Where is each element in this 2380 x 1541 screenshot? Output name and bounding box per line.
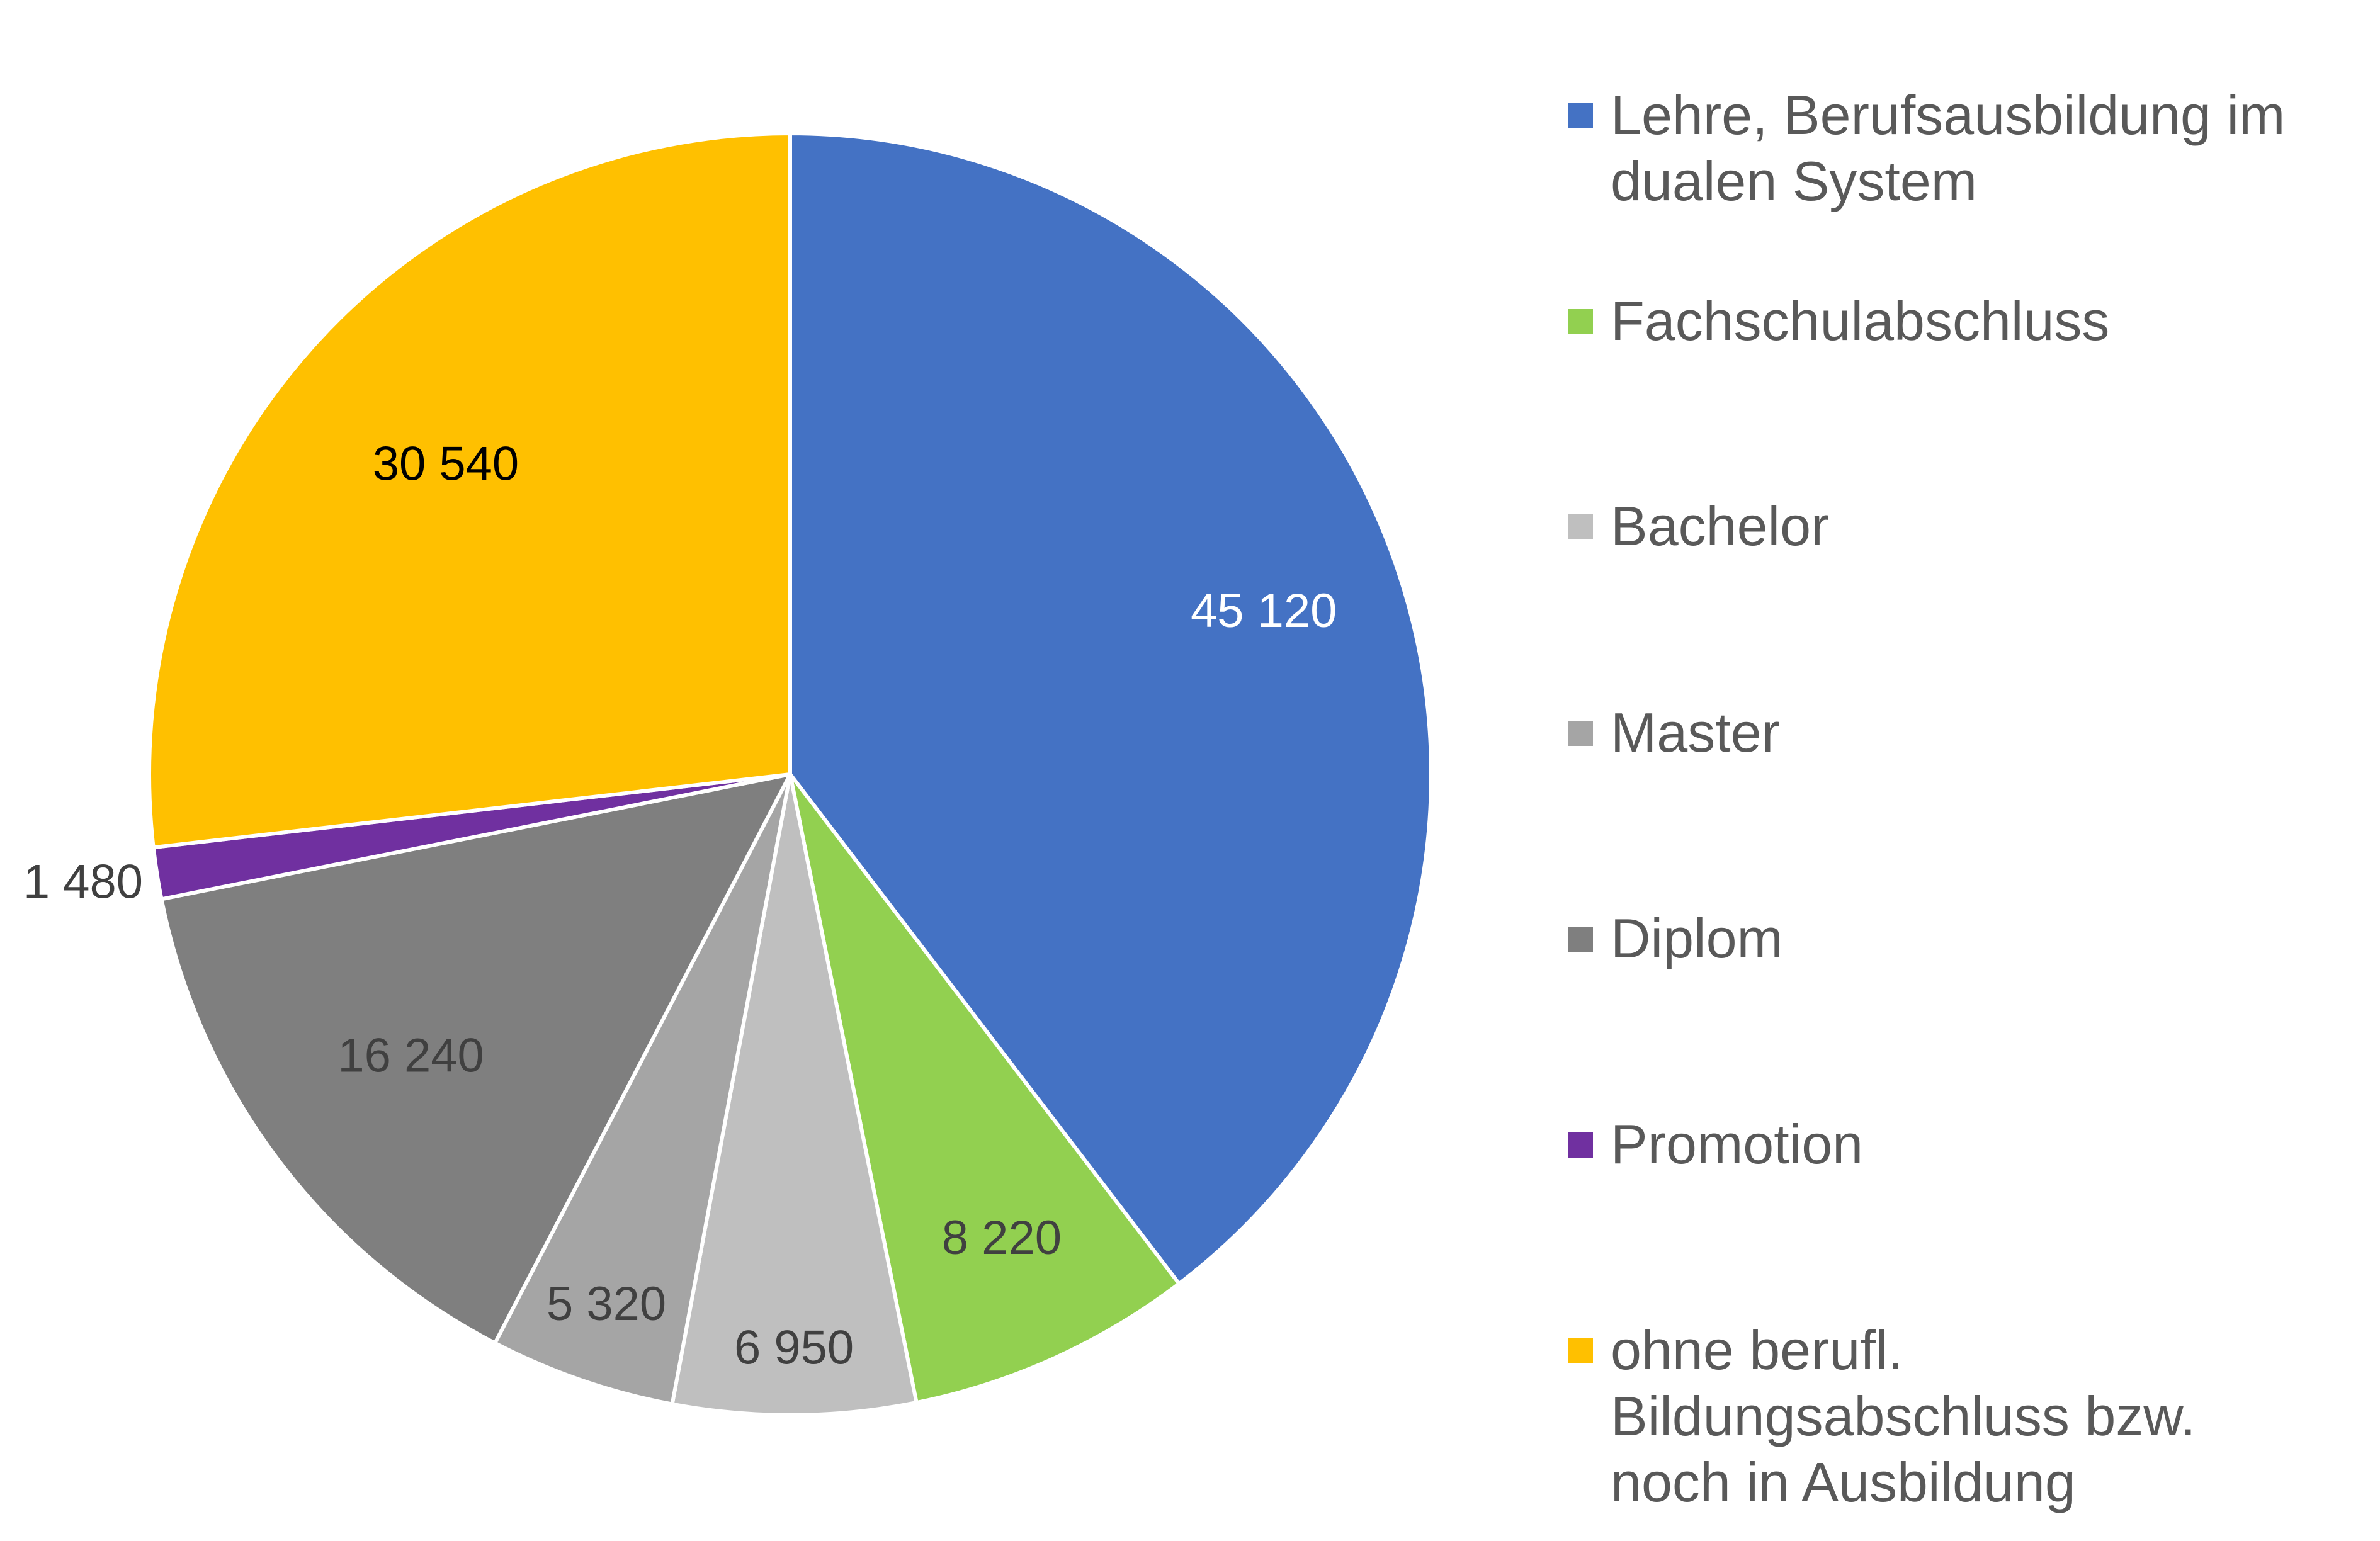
pie-label-diplom: 16 240	[337, 1029, 484, 1082]
pie-slice-labels: 45 120 8 220 6 950 5 320 16 240 1 480 30 540	[23, 437, 1337, 1374]
legend-swatch-fachschulabschluss	[1568, 309, 1593, 334]
pie-slice-lehre	[788, 132, 1433, 1286]
legend-label-fachschulabschluss: Fachschulabschluss	[1611, 290, 2110, 352]
pie-slices	[147, 132, 1433, 1417]
pie-label-lehre: 45 120	[1191, 584, 1337, 638]
pie-label-master: 5 320	[547, 1277, 666, 1331]
legend-label-lehre: Lehre, Berufsausbildung im dualen System	[1611, 84, 2286, 212]
pie-slice-master	[493, 772, 792, 1406]
pie-label-promotion: 1 480	[23, 855, 143, 908]
pie-label-bachelor: 6 950	[734, 1321, 854, 1374]
pie-slice-bachelor	[670, 772, 919, 1417]
pie-slice-fachschulabschluss	[788, 772, 1181, 1405]
legend-label-diplom: Diplom	[1611, 907, 1783, 969]
legend-label-master: Master	[1611, 701, 1780, 764]
legend-swatch-diplom	[1568, 927, 1593, 952]
legend-label-bachelor: Bachelor	[1611, 495, 1830, 557]
legend-swatch-promotion	[1568, 1132, 1593, 1158]
legend-label-ohne-abschluss: ohne berufl. Bildungsabschluss bzw. noch…	[1611, 1319, 2196, 1513]
pie-label-fachschulabschluss: 8 220	[942, 1211, 1062, 1265]
legend-label-promotion: Promotion	[1611, 1113, 1864, 1175]
pie-label-ohne-abschluss: 30 540	[373, 437, 519, 490]
legend-swatch-bachelor	[1568, 514, 1593, 539]
legend-swatch-ohne-abschluss	[1568, 1338, 1593, 1363]
pie-slice-diplom	[159, 772, 792, 1345]
pie-slice-ohne-abschluss	[147, 132, 792, 850]
legend-swatch-master	[1568, 721, 1593, 746]
legend-swatch-lehre	[1568, 103, 1593, 128]
